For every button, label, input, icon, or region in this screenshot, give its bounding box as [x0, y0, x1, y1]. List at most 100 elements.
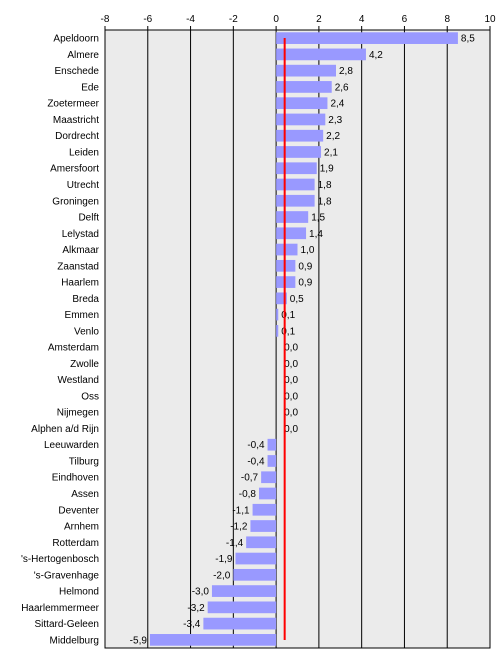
bar — [246, 536, 277, 549]
value-label: 0,0 — [284, 391, 298, 402]
bar — [276, 178, 315, 191]
bar — [276, 32, 458, 44]
bar — [276, 81, 332, 93]
category-label: Alkmaar — [62, 245, 99, 256]
value-label: 0,0 — [284, 424, 298, 435]
value-label: 2,3 — [328, 115, 342, 126]
value-label: 8,5 — [461, 34, 475, 45]
category-label: Ede — [81, 82, 99, 93]
bar — [261, 471, 277, 484]
value-label: 4,2 — [369, 50, 383, 61]
category-label: Haarlemmermeer — [21, 603, 99, 614]
value-label: 0,0 — [284, 343, 298, 354]
bar — [276, 308, 279, 321]
value-labels: 8,5 4,2 2,8 2,6 2,4 2,3 2,2 2,1 1,9 1,8 1,8 1,5 1,4 1… — [130, 34, 476, 647]
category-label: Maastricht — [53, 115, 99, 126]
bar — [276, 194, 315, 207]
category-label: Enschede — [55, 66, 100, 77]
category-label: Sittard-Geleen — [35, 619, 99, 630]
x-tick-label: 4 — [359, 14, 365, 25]
category-label: Venlo — [74, 326, 99, 337]
value-label: 0,9 — [298, 261, 312, 272]
bar — [211, 585, 277, 597]
x-tick-label: -6 — [143, 14, 152, 25]
bar — [149, 634, 277, 646]
x-tick-label: -4 — [186, 14, 195, 25]
value-label: -0,4 — [247, 440, 265, 451]
category-label: Zoetermeer — [47, 99, 99, 110]
bar — [276, 146, 322, 158]
category-label: Emmen — [65, 310, 99, 321]
category-label: Leiden — [69, 147, 99, 158]
value-label: 1,8 — [318, 196, 332, 207]
category-label: Oss — [81, 391, 99, 402]
bar — [252, 503, 277, 516]
value-label: -0,7 — [241, 473, 259, 484]
bar — [235, 552, 277, 565]
category-label: Alphen a/d Rijn — [31, 424, 99, 435]
value-label: -3,4 — [183, 619, 201, 630]
value-label: 1,8 — [318, 180, 332, 191]
value-label: 0,0 — [284, 359, 298, 370]
category-label: Eindhoven — [52, 473, 99, 484]
value-label: 1,5 — [311, 213, 325, 224]
category-label: 's-Gravenhage — [34, 570, 100, 581]
bar — [276, 162, 317, 175]
bar — [233, 568, 277, 581]
category-label: Assen — [71, 489, 99, 500]
bar — [250, 520, 277, 532]
bar — [276, 129, 324, 142]
category-label: Rotterdam — [52, 538, 99, 549]
bars — [149, 32, 458, 646]
bar — [276, 227, 307, 240]
value-label: -5,9 — [130, 635, 148, 646]
value-label: 0,0 — [284, 375, 298, 386]
category-label: Zwolle — [70, 359, 99, 370]
value-label: 1,0 — [301, 245, 315, 256]
category-label: Haarlem — [61, 278, 99, 289]
bar — [276, 243, 298, 256]
value-label: 0,0 — [284, 408, 298, 419]
x-tick-label: 10 — [484, 14, 496, 25]
value-label: -2,0 — [213, 570, 231, 581]
bar — [276, 211, 309, 223]
value-label: 0,1 — [281, 326, 295, 337]
bar — [203, 617, 277, 630]
bar — [276, 259, 296, 272]
category-label: Apeldoorn — [53, 34, 99, 45]
category-label: 's-Hertogenbosch — [21, 554, 99, 565]
x-axis: -8 -6 -4 -2 0 2 4 6 8 10 — [101, 14, 496, 30]
value-label: -3,2 — [187, 603, 205, 614]
bar — [276, 113, 326, 126]
value-label: 2,6 — [335, 82, 349, 93]
category-label: Deventer — [58, 505, 99, 516]
x-tick-label: 2 — [316, 14, 322, 25]
bar — [276, 97, 328, 110]
value-label: -0,4 — [247, 456, 265, 467]
category-label: Middelburg — [50, 635, 99, 646]
bar — [276, 325, 279, 337]
category-label: Lelystad — [62, 229, 99, 240]
category-label: Amersfoort — [50, 164, 99, 175]
value-label: -3,0 — [192, 587, 210, 598]
category-label: Leeuwarden — [44, 440, 99, 451]
value-label: 2,2 — [326, 131, 340, 142]
value-label: 0,1 — [281, 310, 295, 321]
value-label: -0,8 — [239, 489, 257, 500]
category-label: Westland — [57, 375, 99, 386]
x-tick-label: -8 — [101, 14, 110, 25]
value-label: 0,5 — [290, 294, 304, 305]
x-tick-label: 0 — [273, 14, 279, 25]
x-tick-label: 6 — [402, 14, 408, 25]
value-label: 1,4 — [309, 229, 323, 240]
category-labels: Apeldoorn Almere Enschede Ede Zoetermeer Maas… — [21, 34, 100, 647]
bar — [276, 292, 287, 305]
category-label: Helmond — [59, 587, 99, 598]
category-label: Dordrecht — [55, 131, 99, 142]
value-label: 1,9 — [320, 164, 334, 175]
category-label: Breda — [72, 294, 99, 305]
grid-lines — [104, 30, 491, 648]
bar — [267, 455, 277, 467]
category-label: Zaanstad — [57, 261, 99, 272]
value-label: 2,4 — [330, 99, 344, 110]
